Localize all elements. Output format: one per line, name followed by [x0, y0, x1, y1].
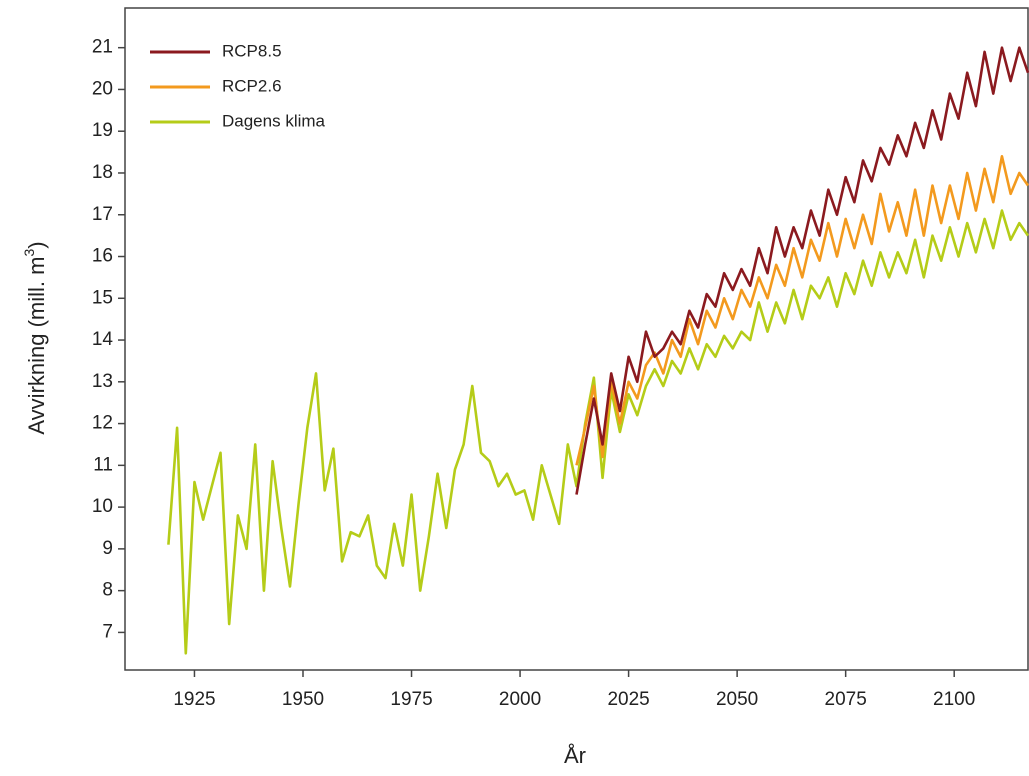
x-tick-label: 1950	[282, 689, 324, 710]
series-line	[575, 154, 1029, 466]
y-tick-label: 14	[92, 329, 114, 350]
legend-label: Dagens klima	[222, 111, 326, 130]
y-tick-label: 13	[92, 371, 113, 392]
y-label-text: Avvirkning (mill. m	[24, 257, 49, 435]
y-tick-label: 15	[92, 287, 113, 308]
y-tick-label: 12	[92, 413, 113, 434]
x-tick-label: 2050	[716, 689, 758, 710]
x-tick-label: 1975	[390, 689, 432, 710]
legend: RCP8.5 RCP2.6 Dagens klima	[150, 41, 326, 130]
y-tick-label: 7	[102, 621, 113, 642]
x-tick-label: 2075	[825, 689, 867, 710]
x-axis-label: År	[564, 743, 586, 768]
y-tick-label: 10	[92, 496, 113, 517]
legend-label: RCP8.5	[222, 41, 282, 60]
y-tick-label: 19	[92, 120, 113, 141]
y-label-suffix: )	[24, 241, 49, 248]
legend-label: RCP2.6	[222, 76, 282, 95]
x-tick-label: 2000	[499, 689, 541, 710]
y-tick-label: 20	[92, 78, 113, 99]
plot-frame	[124, 7, 1029, 671]
y-tick-label: 16	[92, 246, 113, 267]
series-line	[575, 46, 1029, 495]
x-tick-label: 2100	[933, 689, 975, 710]
x-tick-label: 2025	[607, 689, 649, 710]
y-tick-label: 21	[92, 37, 113, 58]
y-tick-label: 9	[102, 538, 113, 559]
y-tick-label: 11	[93, 454, 113, 475]
y-tick-label: 17	[92, 204, 113, 225]
y-tick-label: 18	[92, 162, 113, 183]
y-label-superscript: 3	[21, 249, 37, 257]
x-tick-label: 1925	[173, 689, 215, 710]
y-axis-label: Avvirkning (mill. m3)	[21, 241, 49, 434]
y-tick-label: 8	[102, 580, 113, 601]
